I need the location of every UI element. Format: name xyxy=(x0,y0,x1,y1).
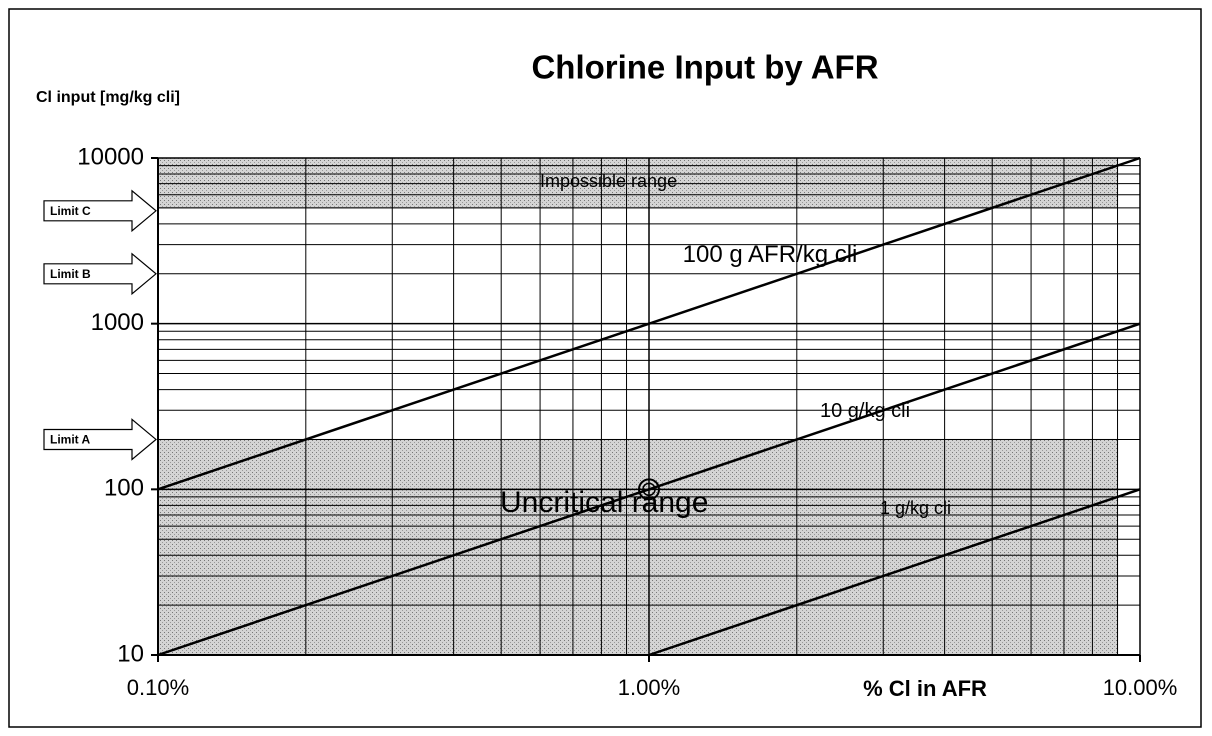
limit-arrow xyxy=(43,252,157,296)
band-label: Impossible range xyxy=(540,171,678,191)
y-axis-label: Cl input [mg/kg cli] xyxy=(36,89,180,106)
series-line xyxy=(157,156,1141,491)
range-band xyxy=(157,438,1119,656)
marker xyxy=(638,478,660,501)
marker-inner xyxy=(642,482,656,497)
series-label: 1 g/kg cli xyxy=(880,498,952,518)
limit-label: Limit C xyxy=(50,204,91,218)
chart-title: Chlorine Input by AFR xyxy=(531,49,878,86)
limit-arrow xyxy=(43,418,157,461)
limit-label: Limit A xyxy=(50,433,91,447)
y-tick-label: 1000 xyxy=(91,309,144,336)
limit-label: Limit B xyxy=(50,267,91,281)
series-label: 10 g/kg cli xyxy=(820,400,911,422)
series-label: 100 g AFR/kg cli xyxy=(682,241,858,268)
x-tick-label: 10.00% xyxy=(1103,675,1178,700)
limit-arrow xyxy=(43,189,157,233)
band-label: Uncritical range xyxy=(500,486,709,519)
y-tick-label: 100 xyxy=(104,475,144,502)
x-tick-label: 0.10% xyxy=(127,675,189,700)
y-tick-label: 10000 xyxy=(77,143,144,170)
series-line xyxy=(157,322,1141,657)
series-line xyxy=(648,488,1141,657)
x-tick-label: 1.00% xyxy=(618,675,680,700)
x-axis-label: % Cl in AFR xyxy=(863,676,987,701)
y-tick-label: 10 xyxy=(117,640,144,667)
range-band xyxy=(157,157,1119,209)
